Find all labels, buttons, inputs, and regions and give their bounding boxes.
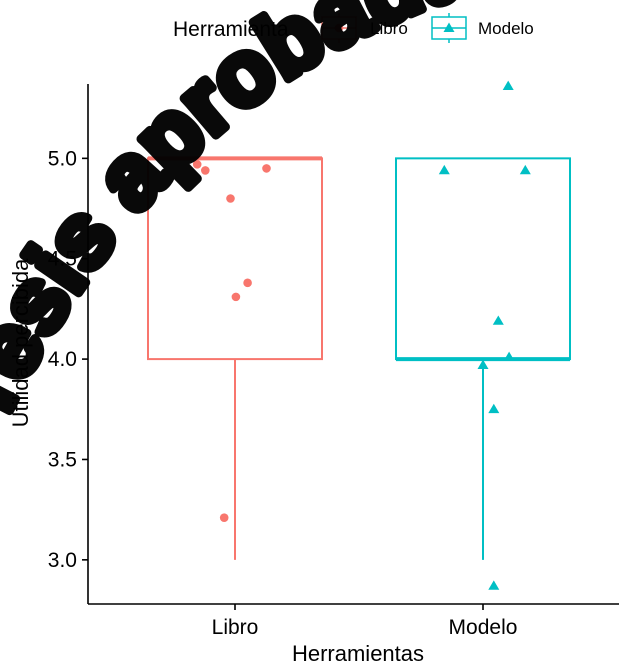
points-libro (192, 160, 271, 522)
legend-label: Libro (370, 19, 408, 38)
y-tick-label: 3.0 (48, 549, 77, 572)
data-point (519, 164, 531, 175)
plot-area (147, 80, 571, 590)
data-point (201, 166, 210, 175)
axes: 3.0 3.5 4.0 4.5 5.0 Libro Modelo Herramientas Ut… (8, 84, 619, 664)
legend-title: Herramienta (173, 18, 289, 41)
y-tick-label: 4.0 (48, 348, 77, 371)
points-modelo (438, 80, 531, 590)
legend-key-libro (321, 13, 357, 43)
y-tick-label: 5.0 (48, 147, 77, 170)
data-point (243, 278, 252, 288)
y-tick-label: 3.5 (48, 448, 77, 471)
data-point (438, 164, 450, 175)
data-point (226, 194, 235, 203)
y-tick-label: 4.5 (48, 248, 77, 271)
x-axis-title: Herramientas (292, 641, 424, 664)
watermark-text: Tesis aprobada (0, 0, 484, 439)
data-point (219, 513, 229, 522)
legend: Herramienta Libro Modelo (173, 13, 534, 43)
box-libro (147, 156, 323, 560)
data-point (231, 292, 241, 302)
box-modelo (395, 157, 571, 560)
data-point (502, 80, 514, 90)
data-point (488, 580, 500, 590)
data-point (492, 315, 504, 325)
data-point (488, 403, 500, 414)
x-tick-label: Libro (212, 616, 259, 639)
legend-label: Modelo (478, 19, 534, 38)
legend-key-modelo (431, 13, 467, 43)
data-point (262, 164, 271, 173)
x-tick-label: Modelo (449, 616, 518, 639)
box-iqr (395, 157, 571, 361)
y-axis-title: Utilidad percibida (8, 258, 33, 428)
watermark: Tesis aprobadaTesis aprobada (0, 0, 488, 443)
data-point (477, 359, 489, 369)
data-point (192, 160, 202, 169)
data-point (503, 351, 515, 361)
